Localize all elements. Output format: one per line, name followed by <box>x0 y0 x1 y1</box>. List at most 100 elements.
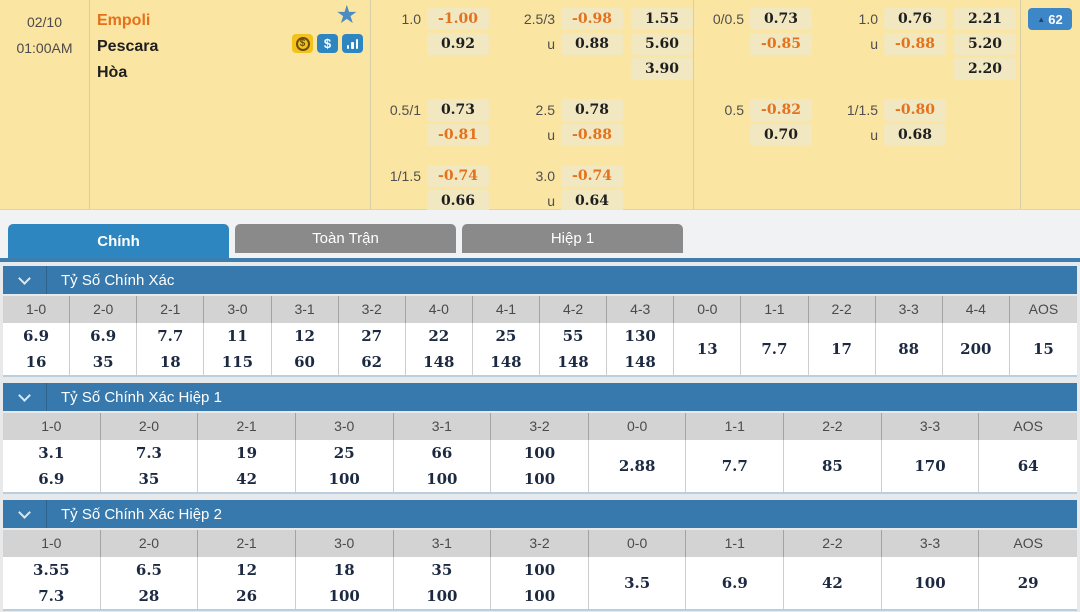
under-odds[interactable]: 0.64 <box>561 190 623 212</box>
tab-hiep-1[interactable]: Hiệp 1 <box>462 224 683 253</box>
score-odds-cell[interactable]: 7.7 18 <box>137 323 205 375</box>
home-win-odds[interactable]: 1.55 <box>631 8 693 30</box>
under-odds[interactable]: 0.68 <box>884 124 946 146</box>
section-correct-score-half2: Tỷ Số Chính Xác Hiệp 2 1-0 2-0 2-1 3-0 3-1 3-… <box>3 500 1077 611</box>
score-odds-cell[interactable]: 6.9 35 <box>70 323 138 375</box>
1x2-market: 2.21 5.20 2.20 <box>954 8 1016 83</box>
score-odds-cell[interactable]: 42 <box>784 557 882 609</box>
score-odds-cell[interactable]: 27 62 <box>339 323 406 375</box>
handicap-odds[interactable]: 0.92 <box>427 33 489 55</box>
score-odds-cell[interactable]: 100 100 <box>491 557 589 609</box>
score-odds-cell[interactable]: 6.9 16 <box>3 323 71 375</box>
score-odds-cell[interactable]: 130 148 <box>607 323 675 375</box>
handicap-odds[interactable]: 0.73 <box>750 8 812 30</box>
away-win-odds[interactable]: 5.20 <box>954 33 1016 55</box>
score-odds-cell[interactable]: 25 148 <box>473 323 540 375</box>
score-column-label: 4-4 <box>943 296 1010 323</box>
under-odds[interactable]: 0.88 <box>561 33 623 55</box>
score-odds-cell[interactable]: 13 <box>674 323 742 375</box>
chevron-down-icon[interactable] <box>3 383 47 411</box>
score-table-header: 1-0 2-0 2-1 3-0 3-1 3-2 0-0 1-1 2-2 3-3 AOS <box>3 530 1077 557</box>
section-header[interactable]: Tỷ Số Chính Xác <box>3 266 1077 294</box>
odds-block: 1.0 -1.00 0.92 2.5/3 -0.98 u 0.88 1.55 5.60… <box>375 8 693 83</box>
score-odds-cell[interactable]: 7.7 <box>741 323 809 375</box>
tab-chinh[interactable]: Chính <box>8 224 229 258</box>
score-table-header: 1-0 2-0 2-1 3-0 3-1 3-2 0-0 1-1 2-2 3-3 AOS <box>3 413 1077 440</box>
score-odds-cell[interactable]: 35 100 <box>394 557 492 609</box>
score-odds-cell[interactable]: 6.9 <box>686 557 785 609</box>
score-odds-cell[interactable]: 3.1 6.9 <box>3 440 101 492</box>
caret-up-icon: ▲ <box>1037 14 1046 24</box>
handicap-odds[interactable]: -0.82 <box>750 99 812 121</box>
score-odds-cell[interactable]: 170 <box>882 440 980 492</box>
handicap-line-label: 0/0.5 <box>712 11 744 27</box>
draw-row-label: Hòa <box>97 64 128 81</box>
score-odds-cell[interactable]: 2.88 <box>589 440 687 492</box>
odds-block: 0.5 -0.82 0.70 1/1.5 -0.80 u 0.68 <box>698 99 1020 149</box>
score-odds-cell[interactable]: 29 <box>1017 574 1039 592</box>
away-win-odds[interactable]: 5.60 <box>631 33 693 55</box>
more-markets-badge[interactable]: ▲ 62 <box>1028 8 1072 30</box>
score-odds-cell[interactable]: 66 100 <box>394 440 492 492</box>
score-odds-cell[interactable]: 100 <box>882 557 980 609</box>
score-column-label: 0-0 <box>589 413 687 440</box>
home-win-odds[interactable]: 2.21 <box>954 8 1016 30</box>
score-odds-cell[interactable]: 18 100 <box>296 557 394 609</box>
handicap-line-label: 1.0 <box>401 11 421 27</box>
score-column-label: 2-0 <box>101 530 199 557</box>
home-team-name[interactable]: Empoli <box>97 12 151 29</box>
score-odds-cell[interactable]: 19 42 <box>198 440 296 492</box>
score-odds-cell[interactable]: 100 100 <box>491 440 589 492</box>
over-odds[interactable]: -0.80 <box>884 99 946 121</box>
score-odds-cell[interactable]: 25 100 <box>296 440 394 492</box>
draw-odds[interactable]: 3.90 <box>631 58 693 80</box>
score-odds-cell[interactable]: 7.3 35 <box>101 440 199 492</box>
handicap-odds[interactable]: -0.74 <box>427 165 489 187</box>
handicap-odds[interactable]: 0.70 <box>750 124 812 146</box>
score-column-label: 3-3 <box>882 530 980 557</box>
score-odds-cell[interactable]: 85 <box>784 440 882 492</box>
over-odds[interactable]: -0.74 <box>561 165 623 187</box>
section-header[interactable]: Tỷ Số Chính Xác Hiệp 1 <box>3 383 1077 411</box>
stats-chart-icon[interactable] <box>342 34 363 53</box>
score-odds-cell[interactable]: 64 <box>1017 457 1039 475</box>
score-odds-cell[interactable]: 15 <box>1033 340 1054 358</box>
score-odds-cell[interactable]: 200 <box>943 323 1010 375</box>
score-odds-cell[interactable]: 7.7 <box>686 440 785 492</box>
handicap-odds[interactable]: 0.73 <box>427 99 489 121</box>
score-odds-cell[interactable]: 12 60 <box>272 323 339 375</box>
score-odds-cell[interactable]: 88 <box>876 323 943 375</box>
handicap-odds[interactable]: -0.81 <box>427 124 489 146</box>
score-column-label: 3-2 <box>491 530 589 557</box>
draw-odds[interactable]: 2.20 <box>954 58 1016 80</box>
score-column-label: 3-3 <box>876 296 943 323</box>
over-under-market: 1/1.5 -0.80 u 0.68 <box>832 99 946 149</box>
score-column-label: 3-2 <box>339 296 406 323</box>
favorite-star-icon[interactable]: ★ <box>335 1 358 29</box>
handicap-odds[interactable]: -0.85 <box>750 33 812 55</box>
chevron-down-icon[interactable] <box>3 266 47 294</box>
over-odds[interactable]: 0.78 <box>561 99 623 121</box>
score-odds-cell[interactable]: 3.5 <box>589 557 687 609</box>
score-odds-cell[interactable]: 22 148 <box>406 323 473 375</box>
money-exchange-icon[interactable]: $ <box>292 34 313 53</box>
score-odds-cell[interactable]: 3.55 7.3 <box>3 557 101 609</box>
chevron-down-icon[interactable] <box>3 500 47 528</box>
under-odds[interactable]: -0.88 <box>884 33 946 55</box>
over-odds[interactable]: 0.76 <box>884 8 946 30</box>
handicap-odds[interactable]: 0.66 <box>427 190 489 212</box>
dollar-odds-icon[interactable]: $ <box>317 34 338 53</box>
score-column-label: 2-0 <box>70 296 138 323</box>
score-column-label: 3-2 <box>491 413 589 440</box>
score-odds-cell[interactable]: 17 <box>809 323 876 375</box>
section-header[interactable]: Tỷ Số Chính Xác Hiệp 2 <box>3 500 1077 528</box>
score-odds-cell[interactable]: 11 115 <box>204 323 272 375</box>
tab-toan-tran[interactable]: Toàn Trận <box>235 224 456 253</box>
score-odds-cell[interactable]: 6.5 28 <box>101 557 199 609</box>
handicap-odds[interactable]: -1.00 <box>427 8 489 30</box>
away-team-name[interactable]: Pescara <box>97 38 159 55</box>
score-odds-cell[interactable]: 55 148 <box>540 323 608 375</box>
over-odds[interactable]: -0.98 <box>561 8 623 30</box>
under-odds[interactable]: -0.88 <box>561 124 623 146</box>
score-odds-cell[interactable]: 12 26 <box>198 557 296 609</box>
